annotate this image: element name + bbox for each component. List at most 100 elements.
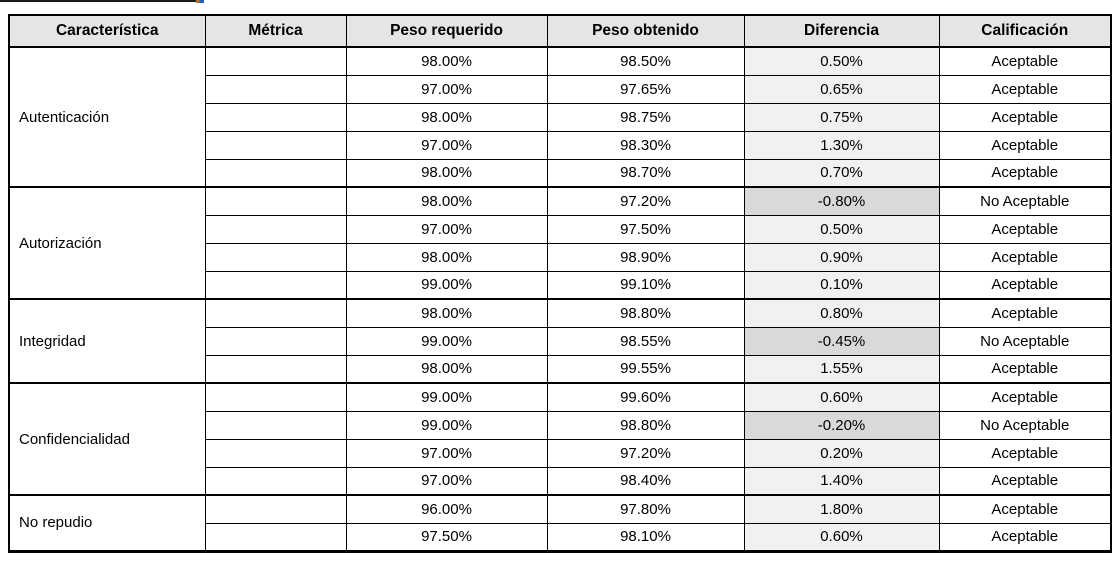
peso-obtenido-cell: 98.80% xyxy=(546,298,745,328)
peso-requerido-cell: 97.00% xyxy=(345,438,548,468)
peso-obtenido-cell: 98.55% xyxy=(546,326,745,356)
diferencia-cell: 0.80% xyxy=(743,298,940,328)
peso-requerido-cell: 97.00% xyxy=(345,74,548,104)
peso-requerido-cell: 97.00% xyxy=(345,214,548,244)
calificacion-cell: Aceptable xyxy=(938,382,1112,412)
table-row: 98.00% 98.70% 0.70% Aceptable xyxy=(9,158,1112,188)
metrica-cell xyxy=(204,382,347,412)
metrica-cell xyxy=(204,46,347,76)
metrica-cell xyxy=(204,466,347,496)
calificacion-cell: Aceptable xyxy=(938,46,1112,76)
peso-obtenido-cell: 97.65% xyxy=(546,74,745,104)
calificacion-cell: Aceptable xyxy=(938,438,1112,468)
diferencia-cell: 0.65% xyxy=(743,74,940,104)
peso-obtenido-cell: 98.40% xyxy=(546,466,745,496)
calificacion-cell: Aceptable xyxy=(938,522,1112,552)
peso-obtenido-cell: 98.10% xyxy=(546,522,745,552)
peso-obtenido-cell: 97.50% xyxy=(546,214,745,244)
metrica-cell xyxy=(204,158,347,188)
peso-requerido-cell: 99.00% xyxy=(345,326,548,356)
table-row: Confidencialidad 99.00% 99.60% 0.60% Aceptab… xyxy=(8,382,1112,496)
calificacion-cell: No Aceptable xyxy=(938,326,1112,356)
table-header: Característica Métrica Peso requerido Pe… xyxy=(8,14,1112,48)
caracteristica-cell: Confidencialidad xyxy=(8,382,206,496)
diferencia-cell: 0.20% xyxy=(743,438,940,468)
caracteristica-cell: Integridad xyxy=(8,298,206,384)
table-row: 99.00% 98.80% -0.20% No Aceptable xyxy=(9,410,1112,440)
calificacion-cell: Aceptable xyxy=(938,354,1112,384)
diferencia-cell: 0.50% xyxy=(743,46,940,76)
diferencia-cell: 1.30% xyxy=(743,130,940,160)
peso-obtenido-cell: 99.60% xyxy=(546,382,745,412)
peso-obtenido-cell: 98.50% xyxy=(546,46,745,76)
table-row: Autorización 98.00% 97.20% -0.80% No Aceptab… xyxy=(8,186,1112,300)
peso-requerido-cell: 98.00% xyxy=(345,186,548,216)
diferencia-cell: 1.40% xyxy=(743,466,940,496)
calificacion-cell: Aceptable xyxy=(938,466,1112,496)
table-row: Autenticación 98.00% 98.50% 0.50% Aceptable xyxy=(8,46,1112,188)
peso-requerido-cell: 97.00% xyxy=(345,130,548,160)
calificacion-cell: Aceptable xyxy=(938,74,1112,104)
caption-underline-fragment xyxy=(0,0,201,2)
diferencia-cell: 1.80% xyxy=(743,494,940,524)
metrica-cell xyxy=(204,438,347,468)
col-header-caracteristica: Característica xyxy=(8,14,206,48)
calificacion-cell: Aceptable xyxy=(938,102,1112,132)
table-row: Integridad 98.00% 98.80% 0.80% Aceptable xyxy=(8,298,1112,384)
diferencia-cell: 0.50% xyxy=(743,214,940,244)
metrica-cell xyxy=(204,354,347,384)
col-header-diferencia: Diferencia xyxy=(743,14,940,48)
peso-obtenido-cell: 98.75% xyxy=(546,102,745,132)
peso-requerido-cell: 96.00% xyxy=(345,494,548,524)
peso-obtenido-cell: 98.70% xyxy=(546,158,745,188)
peso-obtenido-cell: 99.10% xyxy=(546,270,745,300)
diferencia-cell: -0.45% xyxy=(743,326,940,356)
metrica-cell xyxy=(204,74,347,104)
peso-requerido-cell: 99.00% xyxy=(345,270,548,300)
peso-requerido-cell: 98.00% xyxy=(345,46,548,76)
diferencia-cell: 0.60% xyxy=(743,522,940,552)
metrica-cell xyxy=(204,102,347,132)
peso-requerido-cell: 98.00% xyxy=(345,242,548,272)
caption-icon-fragment xyxy=(196,0,204,3)
table-body: Autenticación 98.00% 98.50% 0.50% Aceptable 9… xyxy=(8,46,1112,552)
table-row: No repudio 96.00% 97.80% 1.80% Aceptable xyxy=(8,494,1112,552)
calificacion-cell: Aceptable xyxy=(938,494,1112,524)
peso-requerido-cell: 98.00% xyxy=(345,354,548,384)
header-row: Característica Métrica Peso requerido Pe… xyxy=(8,14,1112,48)
table-row: 98.00% 98.90% 0.90% Aceptable xyxy=(9,242,1112,272)
peso-obtenido-cell: 98.90% xyxy=(546,242,745,272)
calificacion-cell: No Aceptable xyxy=(938,410,1112,440)
caracteristica-cell: No repudio xyxy=(8,494,206,552)
table-row: 97.00% 98.40% 1.40% Aceptable xyxy=(9,466,1112,496)
diferencia-cell: 1.55% xyxy=(743,354,940,384)
peso-requerido-cell: 98.00% xyxy=(345,102,548,132)
table-row: 97.00% 97.20% 0.20% Aceptable xyxy=(9,438,1112,468)
table-row: 97.00% 98.30% 1.30% Aceptable xyxy=(9,130,1112,160)
peso-requerido-cell: 98.00% xyxy=(345,158,548,188)
metrica-cell xyxy=(204,410,347,440)
peso-obtenido-cell: 99.55% xyxy=(546,354,745,384)
table-row: 98.00% 99.55% 1.55% Aceptable xyxy=(9,354,1112,384)
metrica-cell xyxy=(204,214,347,244)
table-row: 97.50% 98.10% 0.60% Aceptable xyxy=(9,522,1112,552)
peso-obtenido-cell: 97.20% xyxy=(546,438,745,468)
peso-requerido-cell: 97.50% xyxy=(345,522,548,552)
peso-obtenido-cell: 97.20% xyxy=(546,186,745,216)
table-row: 99.00% 98.55% -0.45% No Aceptable xyxy=(9,326,1112,356)
calificacion-cell: Aceptable xyxy=(938,242,1112,272)
peso-obtenido-cell: 98.30% xyxy=(546,130,745,160)
diferencia-cell: 0.70% xyxy=(743,158,940,188)
metrica-cell xyxy=(204,130,347,160)
calificacion-cell: No Aceptable xyxy=(938,186,1112,216)
evaluation-table: Característica Métrica Peso requerido Pe… xyxy=(8,14,1112,553)
calificacion-cell: Aceptable xyxy=(938,270,1112,300)
metrica-cell xyxy=(204,298,347,328)
table-row: 98.00% 98.75% 0.75% Aceptable xyxy=(9,102,1112,132)
calificacion-cell: Aceptable xyxy=(938,214,1112,244)
peso-requerido-cell: 99.00% xyxy=(345,382,548,412)
diferencia-cell: -0.20% xyxy=(743,410,940,440)
col-header-peso-requerido: Peso requerido xyxy=(345,14,548,48)
peso-obtenido-cell: 98.80% xyxy=(546,410,745,440)
diferencia-cell: 0.10% xyxy=(743,270,940,300)
